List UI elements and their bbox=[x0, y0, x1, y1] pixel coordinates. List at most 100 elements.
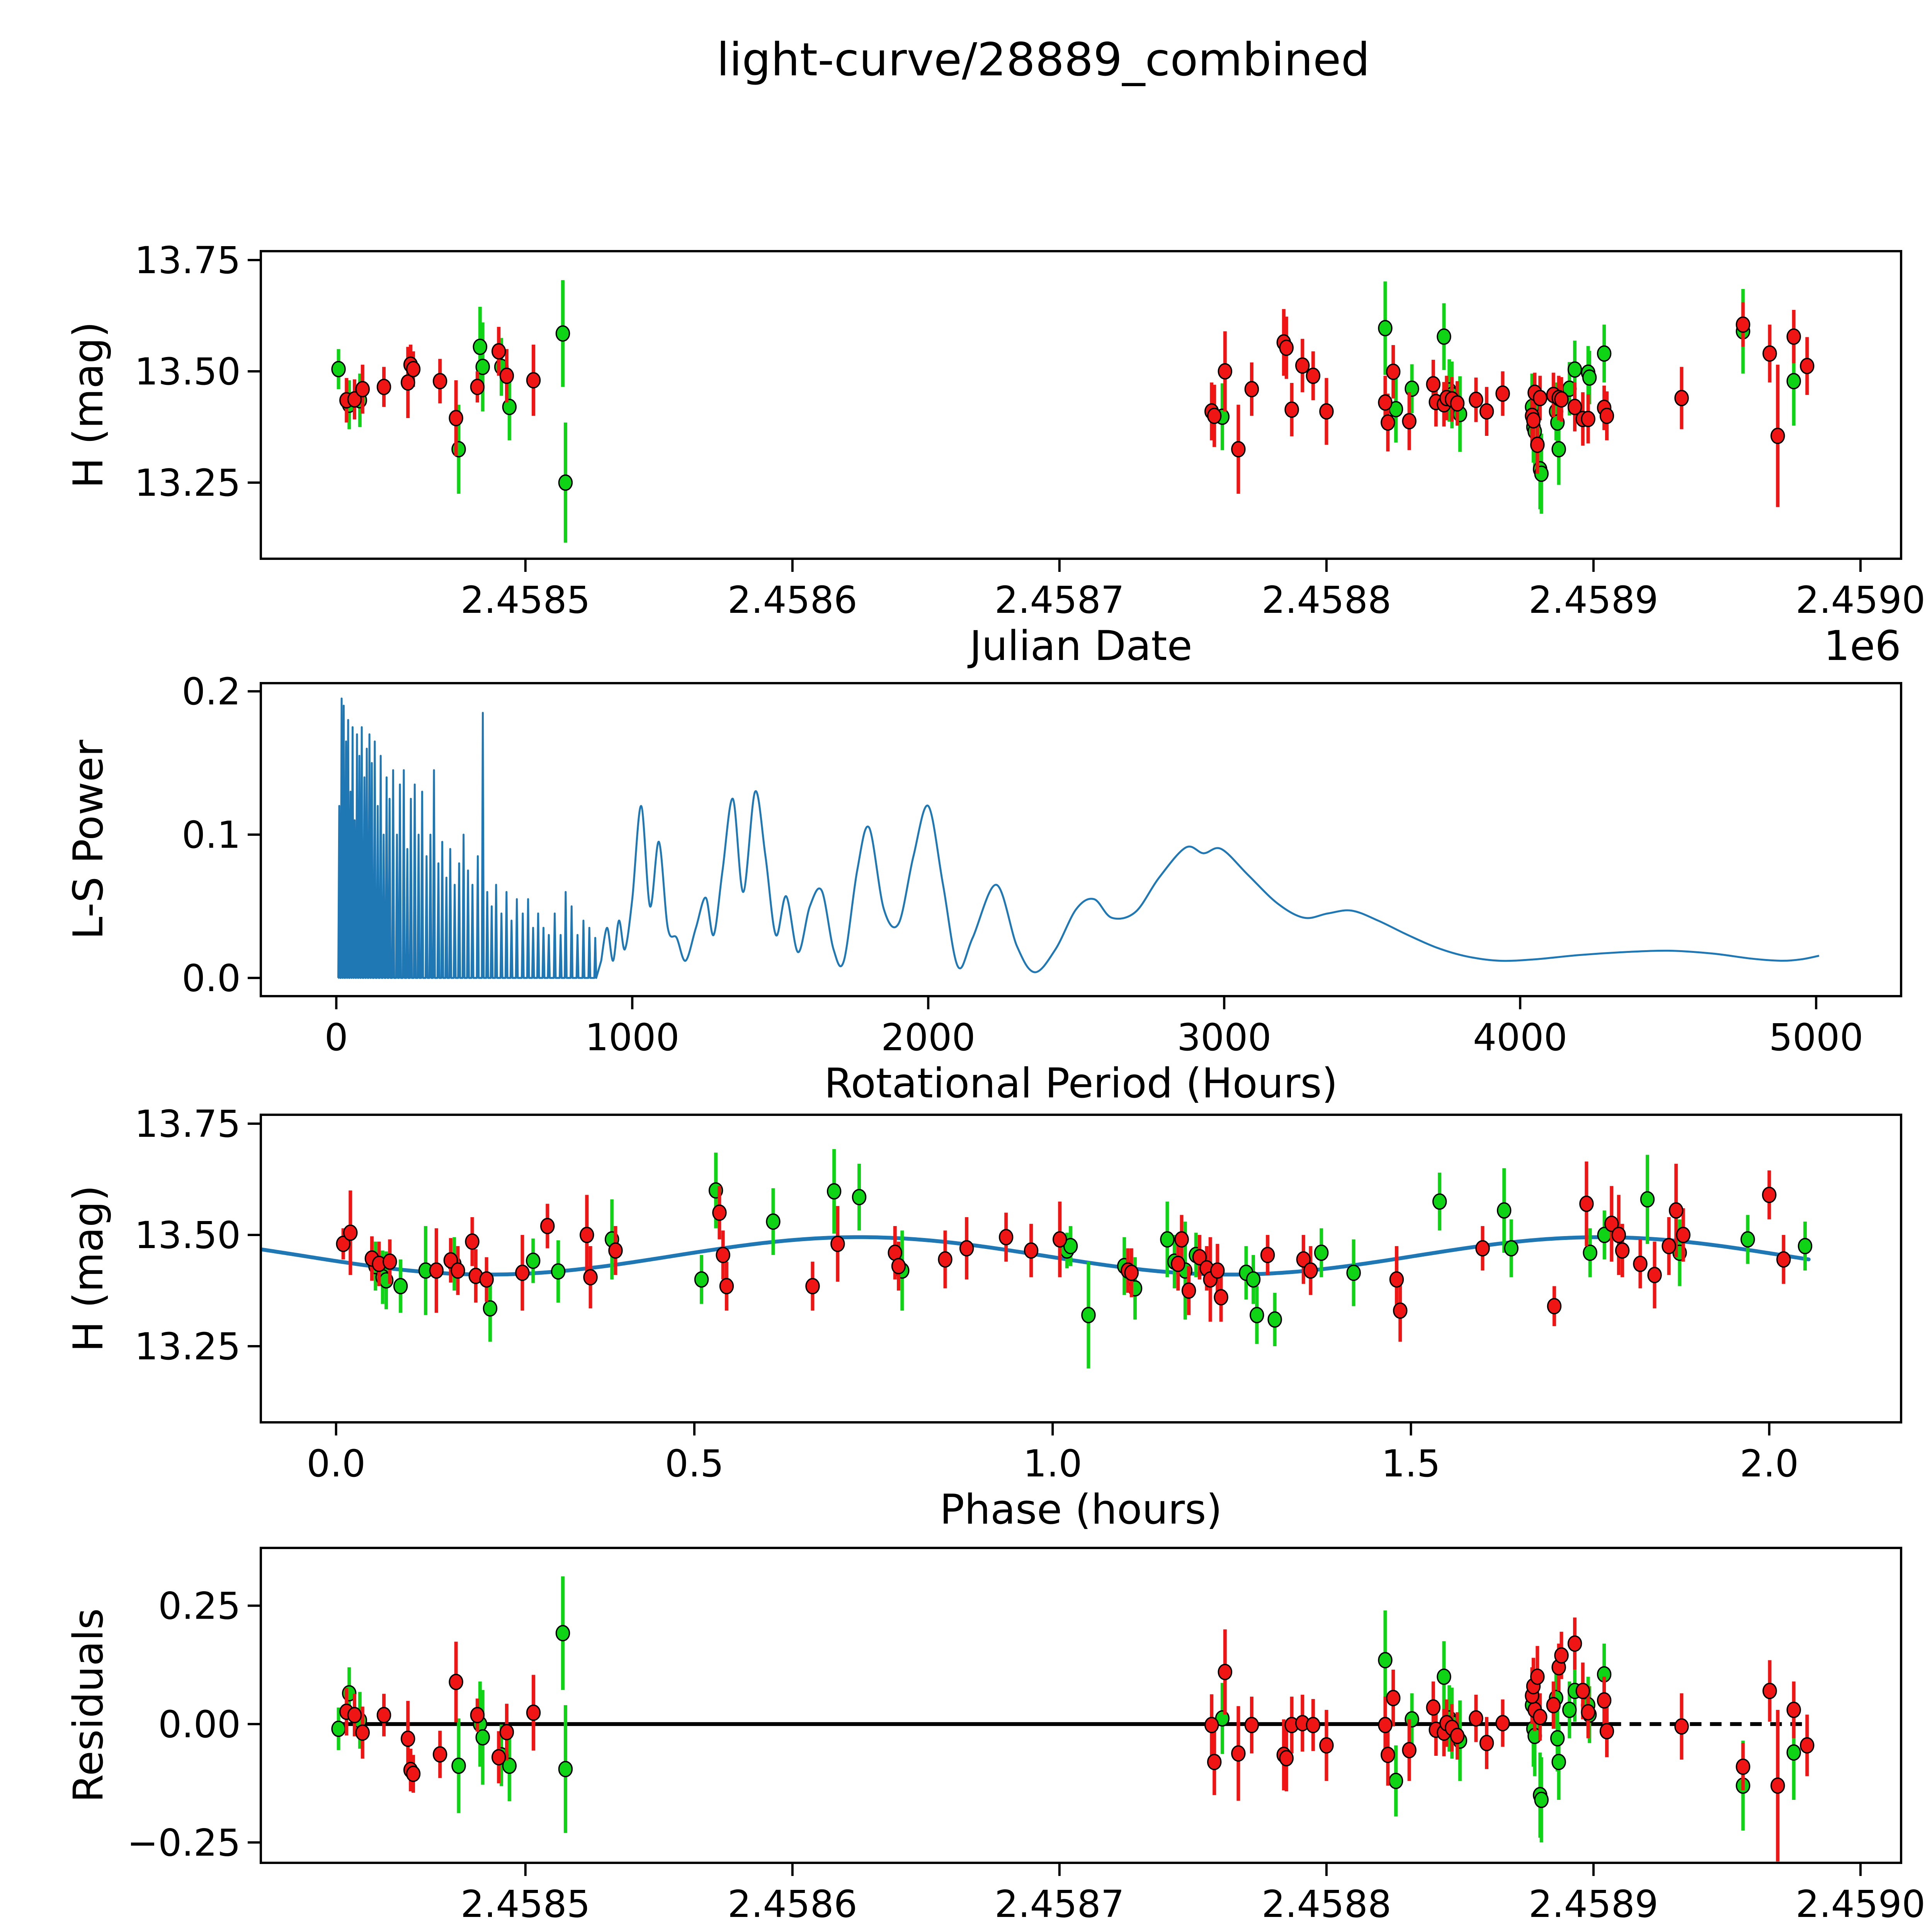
axis-offset-label: 1e6 bbox=[1824, 1926, 1901, 1932]
data-point bbox=[1284, 401, 1299, 418]
data-point bbox=[1786, 1701, 1801, 1718]
data-point bbox=[470, 1707, 485, 1723]
data-point bbox=[1599, 1723, 1614, 1740]
data-point bbox=[1246, 1271, 1261, 1288]
data-point bbox=[938, 1251, 952, 1268]
y-axis-label: H (mag) bbox=[65, 321, 112, 488]
panel-content-phase bbox=[260, 1149, 1813, 1369]
x-tick-label: 2.4589 bbox=[1529, 578, 1658, 622]
data-point bbox=[1207, 407, 1222, 424]
data-point bbox=[1551, 441, 1566, 457]
y-tick-label: 13.75 bbox=[134, 239, 241, 282]
data-point bbox=[355, 1724, 370, 1741]
data-point bbox=[805, 1278, 820, 1294]
data-point bbox=[475, 359, 490, 375]
data-point bbox=[1214, 1289, 1228, 1306]
y-axis-label: L-S Power bbox=[65, 740, 112, 939]
data-point bbox=[1388, 1772, 1403, 1789]
data-point bbox=[1534, 1791, 1549, 1808]
data-point bbox=[1762, 345, 1777, 362]
data-point bbox=[1504, 1240, 1519, 1257]
x-tick-label: 2.4585 bbox=[461, 578, 590, 622]
data-point bbox=[712, 1204, 727, 1221]
x-tick-label: 1.0 bbox=[1023, 1442, 1082, 1485]
panel-phase: 0.0 0.5 1.0 1.5 2.0 13.75 13.50 13.25 Phase (hou… bbox=[65, 1102, 1902, 1533]
series-green-points bbox=[331, 1576, 1801, 1843]
y-tick-label: 0.25 bbox=[158, 1585, 241, 1628]
data-point bbox=[959, 1240, 974, 1257]
data-point bbox=[1567, 398, 1582, 415]
data-point bbox=[1244, 381, 1259, 398]
data-point bbox=[1426, 1699, 1441, 1716]
data-point bbox=[1736, 1758, 1750, 1775]
data-point bbox=[343, 1225, 358, 1241]
data-point bbox=[1551, 1753, 1566, 1770]
data-point bbox=[1579, 1196, 1594, 1212]
data-point bbox=[1389, 1271, 1404, 1288]
data-point bbox=[401, 374, 415, 391]
data-point bbox=[401, 1730, 415, 1747]
data-point bbox=[1554, 1647, 1569, 1664]
data-point bbox=[1583, 1244, 1597, 1261]
data-point bbox=[1260, 1247, 1275, 1264]
panel-content-jd-mag bbox=[331, 280, 1815, 543]
data-point bbox=[1647, 1267, 1662, 1283]
panel-content-residuals bbox=[331, 1576, 1815, 1862]
data-point bbox=[1798, 1238, 1813, 1255]
data-point bbox=[1450, 395, 1465, 412]
data-point bbox=[1786, 328, 1801, 345]
axis-offset-label: 1e6 bbox=[1824, 622, 1901, 670]
data-point bbox=[1378, 320, 1393, 337]
data-point bbox=[998, 1229, 1014, 1246]
data-point bbox=[1231, 441, 1246, 457]
x-tick-label: 2.4590 bbox=[1796, 578, 1925, 622]
x-tick-label: 2.4587 bbox=[995, 578, 1124, 622]
data-point bbox=[432, 373, 447, 389]
x-tick-label: 3000 bbox=[1177, 1016, 1271, 1059]
data-point bbox=[540, 1218, 555, 1235]
axes-frame bbox=[260, 1547, 1902, 1864]
axes-frame bbox=[260, 1114, 1902, 1423]
data-point bbox=[1192, 1249, 1207, 1265]
y-tick-label: 0.1 bbox=[182, 813, 241, 857]
x-tick-label: 1.5 bbox=[1381, 1442, 1440, 1485]
data-point bbox=[555, 325, 570, 342]
data-point bbox=[1475, 1240, 1490, 1257]
data-point bbox=[1550, 1730, 1565, 1747]
data-point bbox=[1207, 1753, 1222, 1770]
data-point bbox=[608, 1242, 623, 1259]
data-point bbox=[491, 343, 506, 360]
data-point bbox=[766, 1213, 781, 1230]
data-point bbox=[376, 1707, 391, 1723]
data-point bbox=[1314, 1244, 1329, 1261]
data-point bbox=[719, 1278, 734, 1294]
data-point bbox=[1582, 369, 1597, 386]
data-point bbox=[406, 361, 421, 378]
data-point bbox=[475, 1729, 490, 1746]
data-point bbox=[1405, 1711, 1419, 1728]
data-point bbox=[1381, 414, 1395, 431]
y-tick-label: 13.50 bbox=[134, 1214, 241, 1257]
data-point bbox=[1346, 1264, 1361, 1281]
data-point bbox=[1437, 1668, 1451, 1685]
x-axis-label: Julian Date bbox=[967, 622, 1192, 670]
series-red-points bbox=[339, 1617, 1815, 1862]
x-tick-label: 0.0 bbox=[306, 1442, 366, 1485]
x-tick-label: 2.4588 bbox=[1262, 1883, 1391, 1926]
data-point bbox=[1562, 1701, 1577, 1718]
data-point bbox=[526, 372, 541, 389]
series-red-points bbox=[339, 302, 1815, 507]
data-point bbox=[1770, 1777, 1785, 1794]
data-point bbox=[1306, 1717, 1321, 1733]
data-point bbox=[406, 1765, 421, 1782]
data-point bbox=[499, 1724, 514, 1740]
data-point bbox=[1381, 1747, 1395, 1763]
data-point bbox=[1210, 1262, 1225, 1279]
x-tick-label: 2.4587 bbox=[995, 1883, 1124, 1926]
data-point bbox=[1296, 1251, 1311, 1268]
panels: 2.4585 2.4586 2.4587 2.4588 2.4589 2.4590 13.7… bbox=[65, 239, 1925, 1932]
data-point bbox=[1386, 363, 1401, 380]
axes-frame bbox=[260, 250, 1902, 560]
data-point bbox=[336, 1235, 351, 1252]
